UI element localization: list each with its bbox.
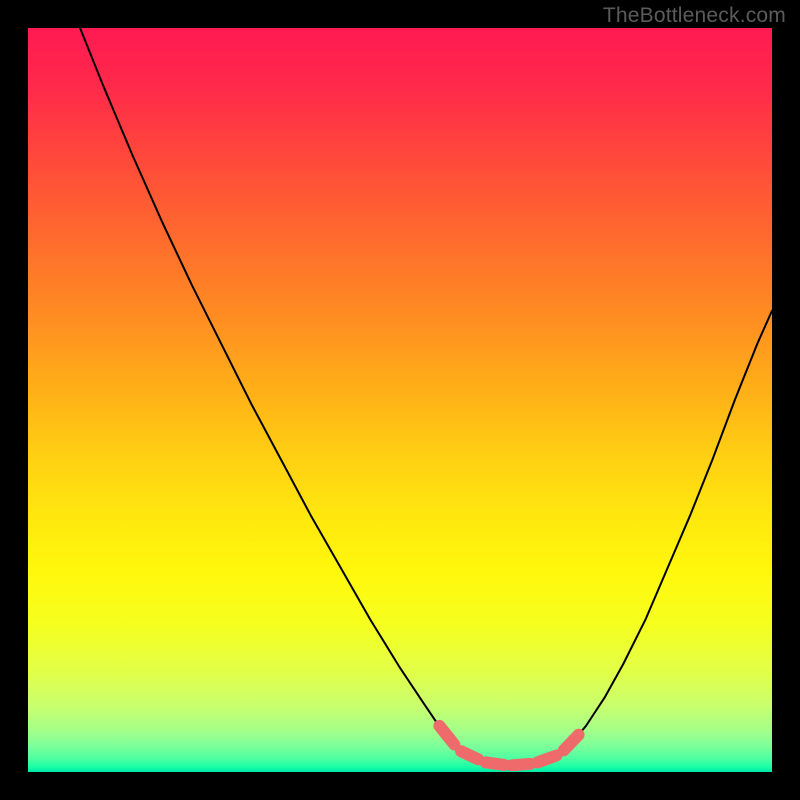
bottleneck-chart bbox=[0, 0, 800, 800]
plot-background bbox=[28, 28, 772, 772]
chart-container: TheBottleneck.com bbox=[0, 0, 800, 800]
watermark-text: TheBottleneck.com bbox=[603, 4, 786, 28]
